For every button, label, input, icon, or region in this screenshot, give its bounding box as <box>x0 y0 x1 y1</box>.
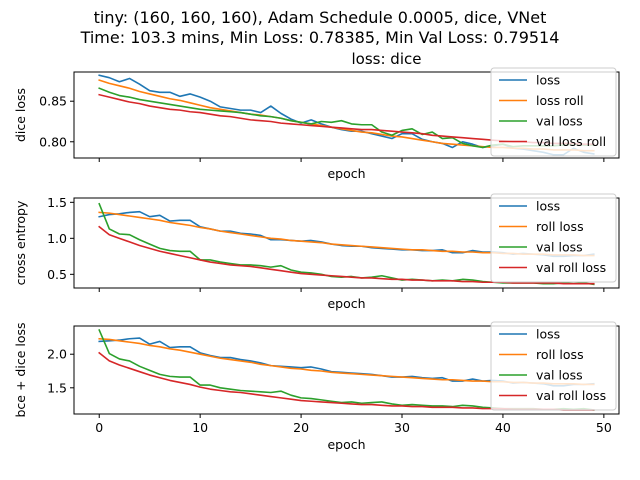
subplot-title: loss: dice <box>352 50 422 68</box>
y-tick-label: 2.0 <box>47 347 67 362</box>
y-tick-label: 0.80 <box>39 134 67 149</box>
y-tick-label: 0.5 <box>47 267 67 282</box>
y-tick-label: 1.5 <box>47 195 67 210</box>
y-tick-label: 1.5 <box>47 380 67 395</box>
legend-label: val roll loss <box>536 388 606 403</box>
axes-frame <box>73 71 620 159</box>
x-axis-label: epoch <box>327 296 365 311</box>
legend-label: val loss <box>536 114 583 129</box>
legend-box <box>490 67 617 157</box>
legend-label: loss <box>536 199 560 214</box>
legend-label: roll loss <box>536 219 584 234</box>
y-axis-label: bce + dice loss <box>13 322 28 417</box>
y-axis-label: cross entropy <box>13 200 28 285</box>
x-axis-label: epoch <box>327 166 365 181</box>
axes-frame <box>73 325 620 415</box>
subplot-2: 0.5 1.0 1.5 epoch cross entropy loss roll loss… <box>13 193 620 311</box>
legend-label: val roll loss <box>536 260 606 275</box>
legend-label: val loss <box>536 368 583 383</box>
legend-label: loss <box>536 327 560 342</box>
x-tick-label: 50 <box>596 420 612 435</box>
x-tick-label: 20 <box>293 420 309 435</box>
figure-title-line-2: Time: 103.3 mins, Min Loss: 0.78385, Min… <box>80 28 560 47</box>
x-tick-label: 0 <box>95 420 103 435</box>
axes-frame <box>73 197 620 289</box>
legend: loss roll loss val loss val roll loss <box>490 193 617 283</box>
series-line-val-roll-loss <box>98 225 595 285</box>
x-axis-label: epoch <box>327 437 365 452</box>
y-tick-label: 1.0 <box>47 231 67 246</box>
x-tick-label: 30 <box>394 420 410 435</box>
figure-title-line-1: tiny: (160, 160, 160), Adam Schedule 0.0… <box>94 8 547 27</box>
legend-box <box>490 321 617 411</box>
subplot-3: 0 10 20 30 40 50 1.5 2.0 epoch bce + dice loss los… <box>13 321 620 452</box>
legend-label: loss roll <box>536 93 584 108</box>
x-tick-label: 10 <box>192 420 208 435</box>
legend: loss loss roll val loss val loss roll <box>490 67 617 157</box>
y-axis-label: dice loss <box>13 88 28 142</box>
legend-label: val loss <box>536 240 583 255</box>
legend-label: val loss roll <box>536 134 606 149</box>
legend-label: roll loss <box>536 347 584 362</box>
y-tick-label: 0.85 <box>39 94 67 109</box>
legend-box <box>490 193 617 283</box>
x-tick-label: 40 <box>495 420 511 435</box>
legend-label: loss <box>536 73 560 88</box>
legend: loss roll loss val loss val roll loss <box>490 321 617 411</box>
